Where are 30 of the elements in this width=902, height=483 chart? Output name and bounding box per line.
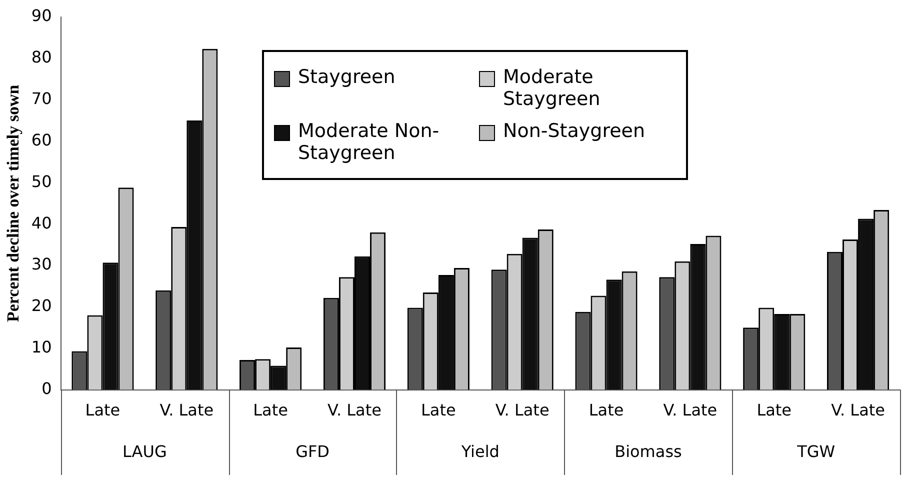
- y-tick-label: 20: [31, 296, 52, 316]
- x-tick-label: Late: [85, 400, 120, 420]
- legend-label: Moderate Non-Staygreen: [298, 120, 440, 164]
- legend-label: Moderate Staygreen: [503, 66, 602, 110]
- y-tick-label: 90: [31, 6, 52, 26]
- x-tick-label: Late: [756, 400, 792, 420]
- text: Biomass: [614, 442, 682, 461]
- legend-label: Staygreen: [298, 66, 396, 88]
- y-axis-title: Percent decline over timely sown: [4, 84, 23, 322]
- y-tick-label: 30: [31, 254, 52, 274]
- x-tick-label: Late: [588, 400, 624, 420]
- text: TGW: [796, 442, 836, 461]
- y-tick-label: 40: [31, 213, 52, 232]
- x-tick-label: V. Late: [663, 400, 718, 420]
- y-tick-label: 0: [42, 378, 52, 398]
- y-tick-label: 50: [31, 172, 52, 191]
- x-tick-label: Late: [253, 400, 288, 420]
- text: GFD: [296, 442, 330, 461]
- y-tick-label: 70: [31, 89, 52, 108]
- x-tick-label: V. Late: [328, 400, 382, 420]
- text: LAUG: [122, 442, 167, 461]
- y-tick-label: 80: [31, 48, 52, 67]
- x-tick-label: Late: [420, 400, 456, 420]
- text: Yield: [460, 442, 500, 461]
- y-tick-label: 10: [31, 338, 52, 357]
- x-tick-label: V. Late: [160, 400, 214, 420]
- legend-label: Non-Staygreen: [503, 120, 646, 142]
- x-tick-label: V. Late: [495, 400, 550, 420]
- x-tick-label: V. Late: [831, 400, 885, 420]
- y-tick-label: 60: [31, 130, 52, 150]
